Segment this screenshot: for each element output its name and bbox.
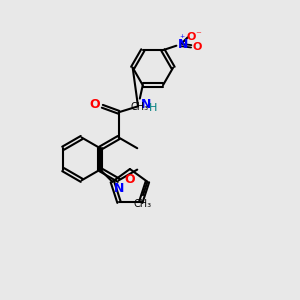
Text: O: O bbox=[187, 32, 196, 42]
Text: ⁻: ⁻ bbox=[195, 30, 201, 40]
Text: O: O bbox=[193, 42, 202, 52]
Text: N: N bbox=[140, 98, 151, 111]
Text: N: N bbox=[178, 38, 188, 51]
Text: O: O bbox=[124, 172, 135, 186]
Text: N: N bbox=[113, 182, 124, 195]
Text: CH₃: CH₃ bbox=[131, 102, 149, 112]
Text: O: O bbox=[89, 98, 100, 111]
Text: H: H bbox=[149, 103, 158, 113]
Text: ⁺: ⁺ bbox=[179, 34, 184, 44]
Text: CH₃: CH₃ bbox=[134, 199, 152, 209]
